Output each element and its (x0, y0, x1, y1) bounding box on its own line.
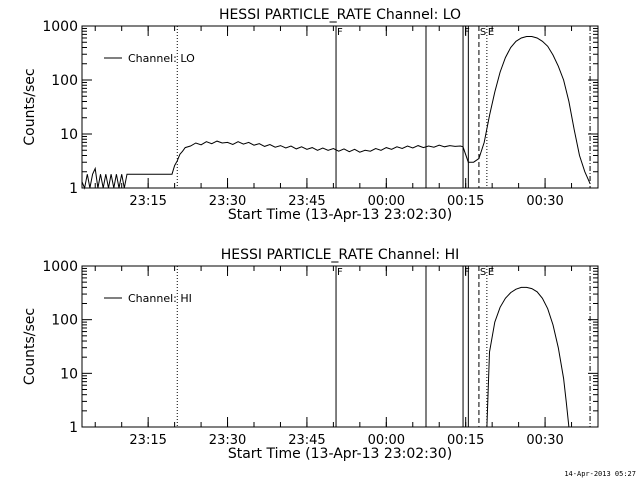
plot-frame (81, 25, 599, 189)
x-tick-label: 00:00 (368, 194, 405, 209)
x-tick-label: 00:30 (526, 194, 563, 209)
chart-panel-2: HESSI PARTICLE_RATE Channel: HI 1 10 100 100… (22, 247, 599, 462)
plot-frame (81, 265, 599, 428)
event-marker-label: F (464, 27, 470, 38)
y-tick-label: 100 (51, 73, 78, 89)
x-tick-label: 00:00 (368, 433, 405, 448)
legend-label: Channel: LO (128, 52, 195, 65)
event-marker-label: E (488, 267, 494, 278)
y-tick-label: 1000 (42, 19, 78, 35)
x-axis-label: Start Time (13-Apr-13 23:02:30) (228, 446, 452, 462)
chart-panel-1: HESSI PARTICLE_RATE Channel: LO 1 10 100 100… (22, 7, 599, 223)
y-tick-label: 1000 (42, 259, 78, 275)
y-tick-label: 10 (60, 366, 78, 382)
event-marker-label: F (337, 27, 343, 38)
event-marker-label: S (480, 267, 486, 278)
y-tick-label: 1 (69, 181, 78, 197)
data-series-line (486, 286, 570, 428)
data-series-line (81, 36, 591, 190)
y-tick-label: 1 (69, 420, 78, 436)
x-axis-label: Start Time (13-Apr-13 23:02:30) (228, 207, 452, 223)
chart-title: HESSI PARTICLE_RATE Channel: LO (219, 7, 461, 23)
x-tick-label: 23:30 (209, 433, 246, 448)
event-marker-label: E (488, 27, 494, 38)
x-tick-label: 23:30 (209, 194, 246, 209)
y-tick-label: 10 (60, 127, 78, 143)
y-axis-label: Counts/sec (22, 68, 38, 145)
legend-label: Channel: HI (128, 292, 192, 305)
x-tick-label: 23:45 (288, 433, 325, 448)
event-marker-label: F (337, 267, 343, 278)
event-marker-label: S (480, 27, 486, 38)
x-tick-label: 00:15 (447, 194, 484, 209)
y-axis-label: Counts/sec (22, 308, 38, 385)
x-tick-label: 23:15 (129, 433, 166, 448)
x-tick-label: 00:15 (447, 433, 484, 448)
y-tick-label: 100 (51, 313, 78, 329)
plot-timestamp: 14-Apr-2013 05:27 (564, 470, 636, 478)
chart-title: HESSI PARTICLE_RATE Channel: HI (221, 247, 459, 263)
x-tick-label: 00:30 (526, 433, 563, 448)
x-tick-label: 23:45 (288, 194, 325, 209)
x-tick-label: 23:15 (129, 194, 166, 209)
event-marker-label: F (464, 267, 470, 278)
